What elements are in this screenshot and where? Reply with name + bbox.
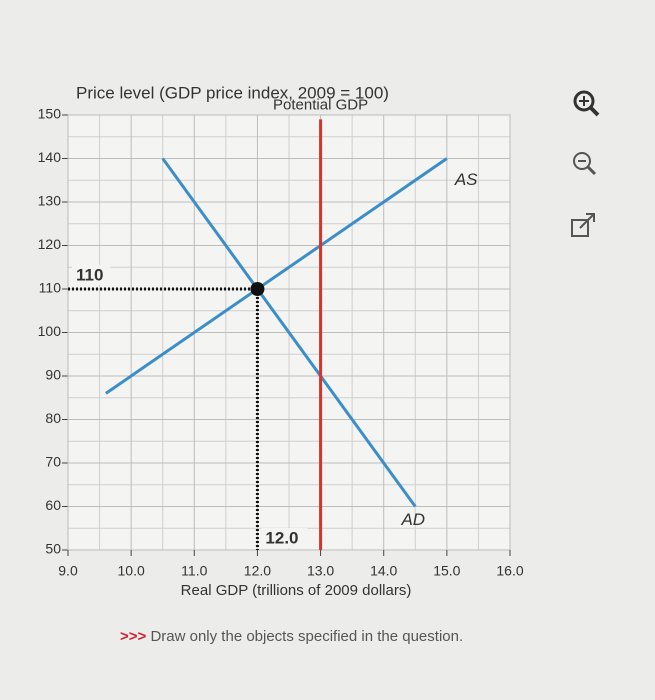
footer-text: Draw only the objects specified in the q… [150, 628, 464, 645]
x-tick-label: 11.0 [181, 563, 207, 579]
series-line [161, 157, 417, 508]
y-tick-label: 100 [38, 323, 62, 339]
y-tick-label: 80 [45, 410, 61, 426]
equilibrium-point [250, 282, 265, 296]
annotation-box [72, 265, 110, 285]
y-tick-label: 60 [45, 497, 61, 513]
y-tick-label: 140 [38, 149, 62, 165]
popout-icon[interactable] [571, 213, 595, 237]
x-tick-label: 12.0 [244, 563, 271, 579]
y-tick-label: 90 [45, 367, 61, 383]
series-label: AD [400, 510, 425, 529]
annotation: 12.0 [265, 528, 298, 547]
y-tick-label: 120 [38, 236, 62, 252]
y-tick-label: 130 [38, 193, 62, 209]
x-tick-label: 10.0 [118, 563, 145, 579]
chart: Price level (GDP price index, 2009 = 100… [38, 83, 600, 599]
footer-prefix: >>> [120, 628, 147, 645]
y-tick-label: 70 [45, 454, 61, 470]
y-tick-label: 50 [45, 541, 61, 557]
annotation-box [261, 528, 308, 548]
zoom-out-icon[interactable] [573, 152, 597, 176]
x-tick-label: 14.0 [370, 563, 397, 579]
x-tick-label: 16.0 [496, 563, 523, 579]
chart-title: Price level (GDP price index, 2009 = 100… [76, 83, 389, 102]
footer: >>> Draw only the objects specified in t… [120, 628, 463, 645]
x-tick-label: 13.0 [307, 563, 334, 579]
series-label: AS [454, 170, 478, 189]
y-tick-label: 110 [39, 280, 62, 296]
series-line [105, 157, 448, 395]
zoom-in-icon[interactable] [573, 90, 600, 117]
y-tick-label: 150 [38, 106, 62, 122]
x-tick-label: 9.0 [58, 563, 78, 579]
x-tick-label: 15.0 [433, 563, 460, 579]
x-axis-label: Real GDP (trillions of 2009 dollars) [181, 582, 412, 599]
series-label: Potential GDP [273, 96, 368, 113]
annotation: 110 [76, 265, 103, 284]
